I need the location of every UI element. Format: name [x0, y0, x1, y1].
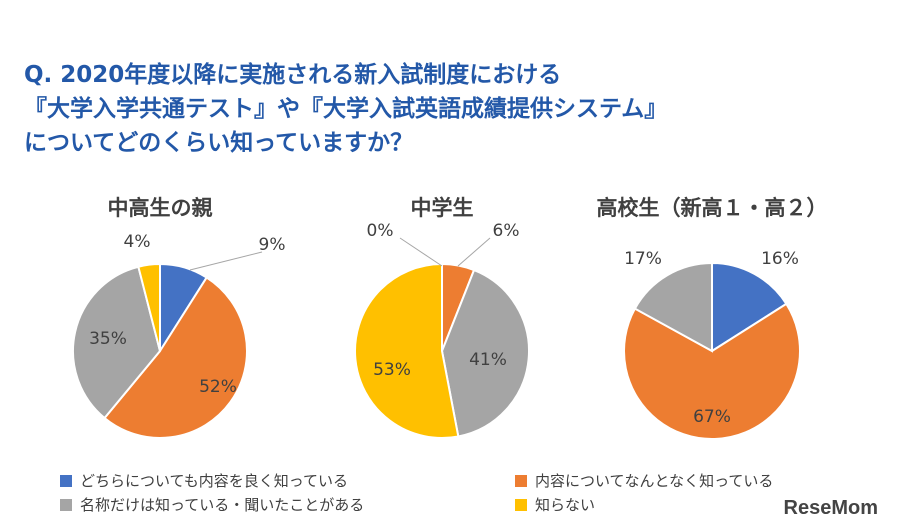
pie-chart-junior-high: 中学生 0% 6% 41% 53% — [354, 196, 530, 439]
data-label: 16% — [761, 249, 799, 269]
data-label: 53% — [373, 360, 411, 380]
question-title: Q. 2020年度以降に実施される新入試制度における 『大学入学共通テスト』や『… — [24, 58, 884, 160]
data-label: 41% — [469, 350, 507, 370]
pie-slice — [633, 261, 713, 353]
legend-swatch — [515, 498, 527, 511]
pie-slice — [71, 265, 162, 420]
legend-item-somewhat-know: 内容についてなんとなく知っている — [515, 470, 773, 491]
legend-item-name-only: 名称だけは知っている・聞いたことがある — [60, 494, 364, 515]
data-label: 17% — [624, 249, 662, 269]
legend-swatch — [60, 498, 72, 511]
pie-slice — [103, 276, 248, 439]
data-label: 9% — [259, 235, 286, 255]
legend-swatch — [60, 474, 72, 487]
title-line-1: Q. 2020年度以降に実施される新入試制度における — [24, 62, 562, 88]
data-label: 35% — [89, 329, 127, 349]
pie-slice — [440, 268, 530, 438]
legend-label: 内容についてなんとなく知っている — [535, 472, 774, 490]
legend-label: どちらについても内容を良く知っている — [80, 472, 349, 490]
pie-slice — [623, 302, 801, 440]
pie-slice — [137, 262, 161, 352]
pie-chart-high-school: 高校生（新高１・高２） 16% 67% 17% — [597, 196, 828, 440]
title-line-3: についてどのくらい知っていますか？ — [24, 130, 414, 156]
data-label: 52% — [199, 377, 237, 397]
resemom-logo: ReseMom — [783, 497, 878, 519]
chart-title-junior-high: 中学生 — [411, 196, 474, 220]
pie-slice — [354, 262, 460, 439]
legend-label: 名称だけは知っている・聞いたことがある — [80, 496, 365, 514]
chart-title-high-school: 高校生（新高１・高２） — [597, 196, 828, 220]
pie-slice — [711, 261, 788, 353]
leader-line — [399, 237, 443, 267]
data-label: 0% — [367, 221, 394, 241]
legend-swatch — [515, 474, 527, 487]
leader-line — [457, 237, 491, 267]
data-label: 6% — [493, 221, 520, 241]
legend-item-know-well: どちらについても内容を良く知っている — [60, 470, 348, 491]
data-label: 67% — [693, 407, 731, 427]
title-line-2: 『大学入学共通テスト』や『大学入試英語成績提供システム』 — [24, 96, 668, 122]
legend-label: 知らない — [535, 496, 596, 514]
pie-chart-parents: 中高生の親 9% 52% 35% 4% — [71, 196, 286, 439]
chart-title-parents: 中高生の親 — [108, 196, 213, 220]
data-label: 4% — [124, 232, 151, 252]
leader-line — [189, 251, 263, 271]
legend-item-dont-know: 知らない — [515, 494, 595, 515]
